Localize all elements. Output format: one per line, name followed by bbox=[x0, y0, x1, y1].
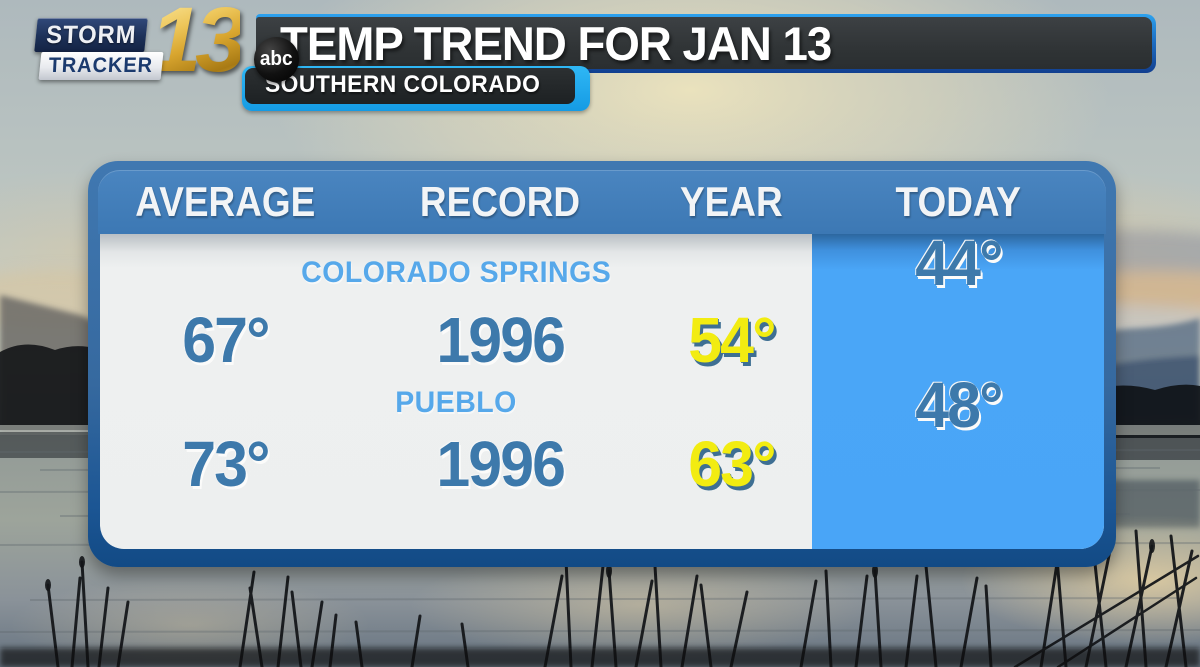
abc-network-logo: abc bbox=[254, 37, 299, 82]
value-cs-average: 44° bbox=[914, 227, 1003, 299]
tracker-wordmark: TRACKER bbox=[38, 52, 164, 80]
city-label-pueblo: PUEBLO bbox=[395, 386, 517, 419]
title-bar: TEMP TREND FOR JAN 13 bbox=[256, 16, 1152, 70]
value-cs-year: 1996 bbox=[436, 304, 566, 376]
value-pueblo-year: 1996 bbox=[436, 428, 566, 500]
value-pueblo-record: 73° bbox=[181, 428, 270, 500]
region-tab: SOUTHERN COLORADO bbox=[242, 66, 590, 111]
city-label-colorado-springs: COLORADO SPRINGS bbox=[300, 256, 612, 289]
temp-trend-panel: AVERAGE RECORD YEAR TODAY COLORADO SPRIN… bbox=[88, 161, 1116, 567]
abc-text: abc bbox=[260, 48, 293, 70]
table-header-bar bbox=[98, 170, 1106, 234]
column-header-record: RECORD bbox=[419, 178, 581, 225]
channel-number: 13 bbox=[150, 0, 246, 88]
value-cs-today: 54° bbox=[687, 304, 776, 376]
station-logo: 13 STORM TRACKER abc bbox=[28, 0, 299, 92]
column-header-year: YEAR bbox=[679, 178, 783, 225]
region-tab-inner: SOUTHERN COLORADO bbox=[245, 68, 575, 104]
table-header-row: AVERAGE RECORD YEAR TODAY bbox=[100, 170, 1104, 234]
value-pueblo-average: 48° bbox=[914, 369, 1003, 441]
column-header-today: TODAY bbox=[895, 178, 1021, 225]
storm-text: STORM bbox=[45, 20, 137, 49]
storm-wordmark: STORM bbox=[34, 18, 148, 52]
value-cs-record: 67° bbox=[181, 304, 270, 376]
page-title: TEMP TREND FOR JAN 13 bbox=[280, 16, 832, 70]
title-banner: TEMP TREND FOR JAN 13 bbox=[256, 14, 1156, 73]
column-header-average: AVERAGE bbox=[134, 178, 316, 225]
today-column-highlight bbox=[812, 234, 1104, 549]
value-pueblo-today: 63° bbox=[687, 428, 776, 500]
tracker-text: TRACKER bbox=[48, 54, 154, 77]
table-body: COLORADO SPRINGS 44° 67° 1996 54° PUEBLO… bbox=[100, 227, 1104, 549]
region-label: SOUTHERN COLORADO bbox=[265, 71, 541, 98]
